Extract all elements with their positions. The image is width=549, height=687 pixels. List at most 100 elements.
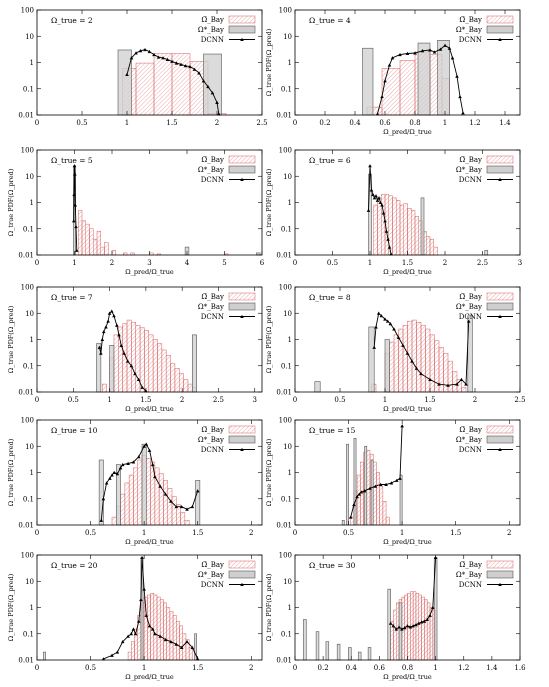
chart-panel: 0.01 0.1 1 10 100 0 0.5 1 1.5 2 2.5 3 Ω_pred/Ω_true Ω… — [265, 147, 522, 277]
x-axis-label: Ω_pred/Ω_true — [383, 673, 432, 681]
bay-mean-bar — [144, 330, 150, 393]
dcnn-point — [420, 49, 425, 53]
dcnn-point — [108, 476, 112, 480]
bay-map-bar — [357, 651, 362, 661]
x-tick-label: 0.8 — [409, 119, 420, 127]
x-tick-label: 0.2 — [319, 119, 330, 127]
dcnn-point — [419, 371, 423, 376]
dcnn-point — [459, 377, 464, 381]
x-axis-label: Ω_pred/Ω_true — [125, 538, 174, 546]
bay-mean-bar — [128, 474, 134, 526]
bay-mean-bar — [111, 516, 117, 526]
bay-mean-bar — [447, 360, 453, 393]
bay-map-bar — [195, 480, 201, 526]
dcnn-point — [138, 49, 143, 53]
legend-swatch — [486, 292, 514, 301]
bay-mean-bar — [172, 615, 177, 661]
dcnn-line — [368, 165, 392, 254]
legend-label: Ω̄_Bay — [201, 293, 224, 301]
x-tick-label: 1.6 — [514, 664, 526, 672]
dcnn-point — [109, 309, 114, 313]
y-tick-label: 0.01 — [18, 522, 34, 530]
y-tick-label: 0.1 — [23, 225, 34, 233]
bay-mean-bar — [426, 602, 431, 661]
y-tick-label: 0.1 — [23, 362, 34, 370]
dcnn-point — [197, 71, 201, 75]
x-tick-label: 0 — [35, 529, 39, 537]
dcnn-point — [428, 613, 432, 617]
dcnn-point — [383, 219, 387, 223]
dcnn-point — [464, 382, 468, 386]
dcnn-point — [147, 448, 152, 452]
bay-mean-bar — [166, 607, 171, 661]
dcnn-point — [169, 639, 173, 644]
panel-annotation: Ω_true = 5 — [51, 156, 93, 165]
bay-map-bar — [353, 438, 357, 526]
dcnn-point — [122, 351, 126, 355]
y-tick-label: 0.1 — [23, 85, 34, 93]
dcnn-point — [398, 52, 402, 57]
dcnn-point — [120, 639, 125, 644]
dcnn-point — [112, 470, 116, 474]
dcnn-point — [388, 621, 393, 625]
dcnn-point — [368, 486, 372, 490]
dcnn-point — [142, 587, 146, 591]
bay-map-bar — [362, 47, 374, 116]
x-axis-label: Ω_pred/Ω_true — [383, 405, 432, 413]
y-tick-label: 10 — [25, 310, 34, 318]
dcnn-point — [374, 325, 378, 329]
y-tick-label: 1 — [30, 199, 34, 207]
legend-label: DCNN — [459, 36, 482, 44]
dcnn-point — [428, 48, 432, 52]
legend-swatch — [486, 560, 514, 569]
x-tick-label: 0.6 — [374, 664, 386, 672]
legend-label: DCNN — [201, 581, 224, 589]
x-tick-label: 1.5 — [166, 119, 177, 127]
dcnn-point — [387, 63, 392, 67]
dcnn-point — [413, 51, 417, 55]
dcnn-point — [188, 64, 192, 69]
dcnn-point — [422, 619, 427, 623]
bay-mean-bar — [411, 210, 416, 256]
x-tick-label: 2 — [443, 259, 447, 267]
bay-mean-bar — [183, 379, 189, 393]
dcnn-point — [400, 627, 404, 631]
dcnn-point — [115, 472, 120, 476]
bay-mean-bar — [176, 620, 180, 661]
dcnn-point — [97, 345, 102, 349]
bay-mean-bar — [165, 355, 171, 393]
dcnn-point — [389, 481, 394, 485]
dcnn-point — [377, 196, 381, 200]
x-tick-label: 0.5 — [76, 119, 87, 127]
dcnn-point — [101, 329, 106, 334]
legend-swatch — [228, 435, 256, 444]
bay-mean-bar — [424, 599, 428, 661]
dcnn-point — [375, 198, 380, 202]
bay-mean-bar — [102, 383, 107, 393]
x-tick-label: 1 — [443, 119, 447, 127]
legend-label: Ω̄_Bay — [201, 426, 224, 434]
bay-mean-bar — [407, 208, 412, 256]
y-tick-label: 1 — [288, 59, 292, 67]
dcnn-point — [139, 597, 143, 602]
legend-label: Ω̄_Bay — [459, 293, 482, 301]
x-tick-label: 0.5 — [343, 529, 354, 537]
legend-label: DCNN — [459, 581, 482, 589]
bay-mean-bar — [135, 62, 155, 116]
panel-annotation: Ω_true = 20 — [51, 561, 98, 570]
x-tick-label: 1.5 — [424, 396, 435, 404]
dcnn-point — [133, 632, 138, 636]
legend-label: Ω*_Bay — [456, 571, 482, 579]
dcnn-point — [179, 504, 184, 509]
y-tick-label: 10 — [25, 173, 34, 181]
dcnn-point — [381, 211, 386, 215]
x-tick-label: 0 — [293, 396, 297, 404]
legend-label: Ω*_Bay — [198, 571, 224, 579]
x-tick-label: 1.4 — [486, 664, 498, 672]
x-tick-label: 0 — [35, 259, 39, 267]
dcnn-point — [416, 621, 421, 625]
bay-map-bar — [192, 334, 197, 393]
dcnn-point — [104, 325, 108, 329]
bay-mean-bar — [124, 482, 130, 526]
